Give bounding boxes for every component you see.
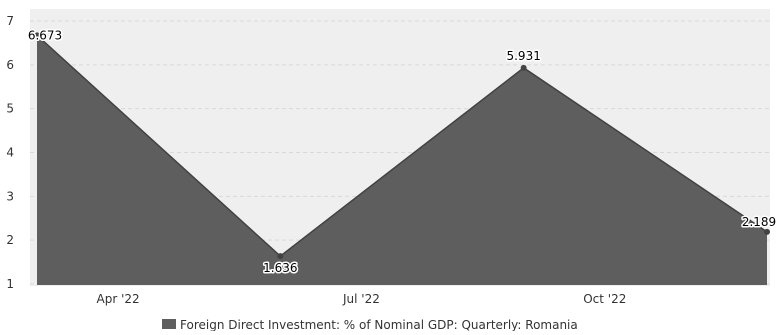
y-tick-label: 3 xyxy=(6,189,14,203)
y-tick-label: 2 xyxy=(6,233,14,247)
x-axis-ticks: Apr '22 Jul '22 Oct '22 xyxy=(97,292,627,306)
series-area-layer xyxy=(34,32,770,286)
data-label: 2.189 xyxy=(742,215,776,229)
legend-swatch xyxy=(162,319,176,329)
y-tick-label: 6 xyxy=(6,58,14,72)
legend-label: Foreign Direct Investment: % of Nominal … xyxy=(180,318,578,331)
data-label: 1.636 xyxy=(263,261,297,275)
y-tick-label: 4 xyxy=(6,146,14,160)
data-point[interactable] xyxy=(520,64,527,71)
data-point[interactable] xyxy=(764,228,770,235)
data-label: 6.673 xyxy=(28,28,62,42)
x-tick-label: Oct '22 xyxy=(583,292,626,306)
series-line xyxy=(36,34,768,258)
legend[interactable]: Foreign Direct Investment: % of Nominal … xyxy=(162,318,578,332)
data-point[interactable] xyxy=(277,253,284,260)
series-area[interactable] xyxy=(37,35,767,286)
y-axis-ticks: 1 2 3 4 5 6 7 xyxy=(6,14,14,291)
x-tick-label: Jul '22 xyxy=(342,292,380,306)
data-labels: 6.673 1.636 5.931 2.189 xyxy=(26,27,777,277)
y-tick-label: 5 xyxy=(6,102,14,116)
y-tick-label: 1 xyxy=(6,277,14,291)
x-tick-label: Apr '22 xyxy=(97,292,140,306)
data-label: 5.931 xyxy=(506,49,540,63)
data-point[interactable] xyxy=(34,32,40,39)
y-tick-label: 7 xyxy=(6,14,14,28)
